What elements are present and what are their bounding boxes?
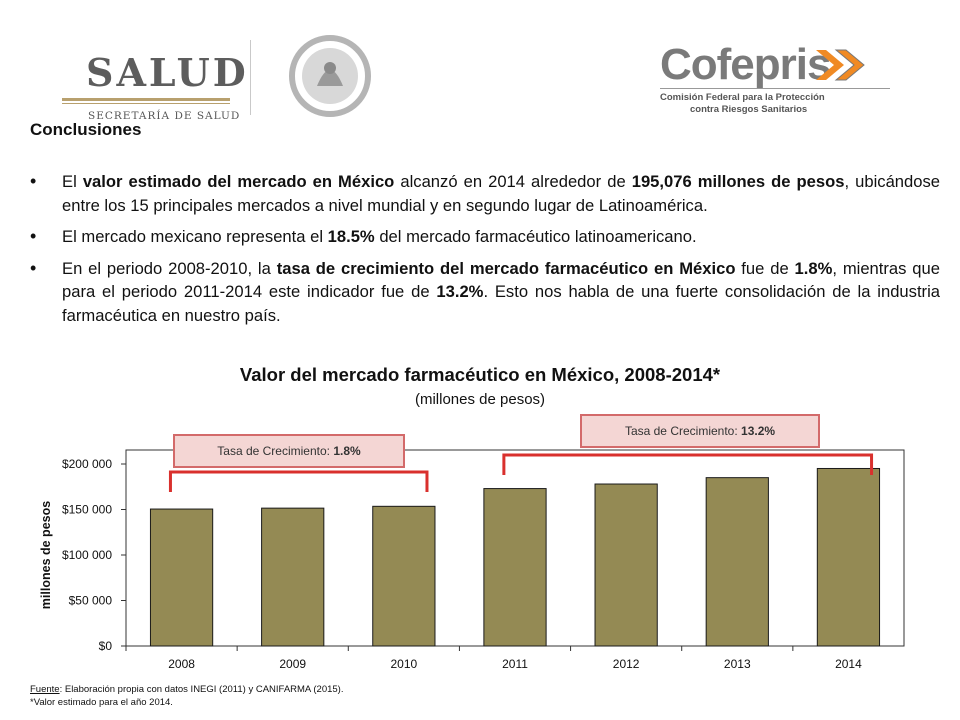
bar-2011	[483, 488, 547, 647]
bar-2012	[594, 483, 658, 647]
bullet-dot-icon: •	[30, 257, 37, 278]
bullet-text: , ubicándose entre los 15 principales me…	[62, 172, 941, 215]
bar-2008	[149, 508, 214, 647]
bullet-item: • El mercado mexicano representa el 18.5%…	[30, 225, 940, 249]
cofepris-arrows-icon	[816, 49, 865, 81]
salud-logo-subtitle: SECRETARÍA DE SALUD	[88, 110, 241, 122]
national-seal-icon	[289, 35, 371, 117]
growth-rate-annotation-2008-2010: Tasa de Crecimiento: 1.8%	[173, 434, 405, 468]
bullet-emphasis: 13.2%	[436, 282, 484, 301]
bullet-text: del mercado farmacéutico latinoamericano…	[374, 227, 697, 246]
y-tick-label: $100 000	[62, 548, 112, 562]
bar-2013	[705, 477, 769, 647]
growth-rate-label: Tasa de Crecimiento:	[624, 424, 742, 438]
y-tick-label: $0	[99, 639, 113, 653]
cofepris-logo-rule	[660, 88, 890, 89]
growth-bracket-2008-2010	[168, 470, 429, 492]
logo-divider	[250, 40, 251, 115]
source-note: Fuente: Elaboración propia con datos INE…	[30, 683, 343, 696]
y-tick-label: $150 000	[62, 503, 112, 517]
x-tick-label: 2010	[391, 657, 418, 671]
cofepris-logo-line2: contra Riesgos Sanitarios	[690, 104, 808, 115]
bullet-text: En el periodo 2008-2010, la	[62, 258, 277, 278]
salud-logo-rule	[62, 98, 230, 101]
bullet-dot-icon: •	[30, 171, 37, 191]
y-tick-label: $50 000	[69, 594, 113, 608]
bullet-emphasis: tasa de crecimiento del mercado farmacéu…	[276, 258, 736, 278]
cofepris-logo: Cofepris Comisión Federal para la Protec…	[660, 40, 900, 125]
bullet-item: • En el periodo 2008-2010, la tasa de cre…	[30, 257, 940, 328]
chart-subtitle: (millones de pesos)	[414, 391, 546, 408]
chart-title: Valor del mercado farmacéutico en México…	[239, 364, 721, 385]
bar-chart: $0 $50 000 $100 000 $150 000 $200 000 millone…	[39, 449, 905, 671]
bullet-list: • El valor estimado del mercado en México…	[30, 170, 940, 335]
source-text: : Elaboración propia con datos INEGI (20…	[59, 684, 344, 695]
bullet-text: , mientras que para el periodo 2011-2014…	[62, 258, 940, 302]
bullet-dot-icon: •	[30, 226, 37, 246]
growth-rate-label: Tasa de Crecimiento:	[217, 444, 334, 458]
x-tick-label: 2013	[724, 657, 751, 671]
x-tick-label: 2011	[502, 657, 528, 671]
bullet-emphasis: valor estimado del mercado en México	[82, 172, 395, 191]
growth-rate-annotation-2011-2014: Tasa de Crecimiento: 13.2%	[580, 414, 820, 448]
source-label: Fuente	[30, 684, 60, 695]
salud-logo: SALUD SECRETARÍA DE SALUD	[62, 46, 246, 122]
x-tick-label: 2014	[835, 657, 862, 671]
growth-bracket-2011-2014	[502, 453, 874, 475]
cofepris-logo-word: Cofepris	[660, 40, 831, 89]
salud-logo-word: SALUD	[86, 50, 249, 95]
bar-2014	[816, 467, 881, 647]
y-tick-label: $200 000	[62, 457, 112, 471]
footnotes: Fuente: Elaboración propia con datos INE…	[30, 683, 343, 709]
bullet-text: alcanzó en 2014 alrededor de	[394, 172, 632, 191]
bullet-text: El mercado mexicano representa el	[62, 227, 328, 246]
bullet-text: fue de	[735, 258, 795, 278]
cofepris-logo-line1: Comisión Federal para la Protección	[660, 92, 825, 103]
bullet-text: . Esto nos habla de una fuerte consolida…	[62, 282, 940, 325]
salud-logo-rule-thin	[62, 103, 230, 104]
x-tick-label: 2012	[613, 657, 640, 671]
x-tick-label: 2009	[279, 657, 306, 671]
y-axis-label: millones de pesos	[39, 501, 53, 609]
bar-2010	[372, 505, 436, 647]
bullet-item: • El valor estimado del mercado en México…	[30, 170, 940, 217]
growth-rate-value: 1.8%	[333, 444, 361, 458]
section-title: Conclusiones	[30, 120, 142, 139]
bullet-emphasis: 1.8%	[794, 258, 833, 278]
growth-rate-value: 13.2%	[741, 424, 776, 438]
bullet-emphasis: 195,076 millones de pesos	[631, 172, 845, 191]
bar-2009	[261, 507, 325, 647]
bullet-text: El	[62, 172, 83, 191]
x-tick-label: 2008	[168, 657, 195, 671]
estimate-note: *Valor estimado para el año 2014.	[30, 697, 173, 708]
bullet-emphasis: 18.5%	[327, 227, 375, 246]
